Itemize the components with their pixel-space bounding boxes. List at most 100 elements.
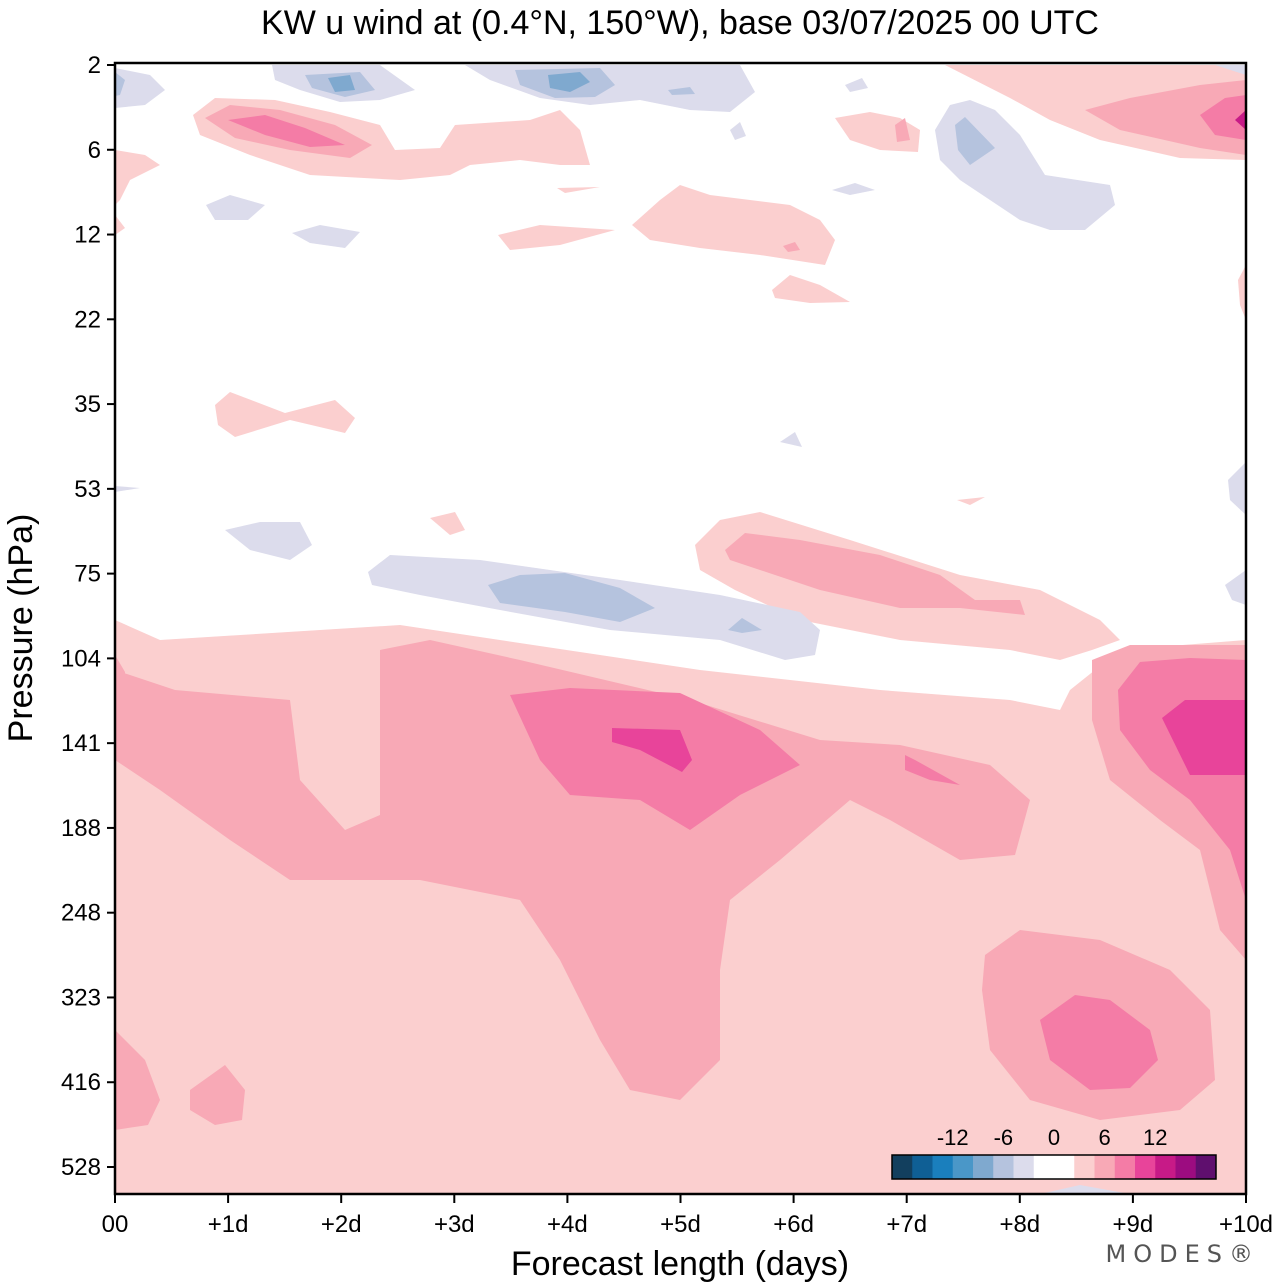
contour-jet-max-day4 [612, 728, 692, 772]
contour-left-edge [115, 655, 125, 695]
contour-easterly-75hPa-small [728, 618, 762, 633]
contour-easterly-right-edge-2 [1225, 570, 1246, 605]
colorbar-swatch [952, 1155, 974, 1179]
contour-strat-east-small-5d [668, 87, 695, 95]
colorbar-swatch [1094, 1155, 1116, 1179]
colorbar-swatch [973, 1155, 994, 1179]
x-tick-label: 00 [102, 1211, 129, 1238]
contour-easterly-right-edge [1228, 462, 1246, 515]
x-tick-label: +3d [434, 1211, 475, 1238]
x-tick-label: +5d [660, 1211, 701, 1238]
y-axis: 2 6 12 22 35 53 75 104 141 188 248 323 416 528 [61, 52, 115, 1181]
x-tick-label: +2d [321, 1211, 362, 1238]
contour-strat-west-right-core [1235, 110, 1246, 130]
contour-strat-west-3 [632, 185, 835, 265]
contour-strat-east-10hPa-a [206, 195, 265, 220]
x-tick-label: +4d [547, 1211, 588, 1238]
colorbar-swatch [892, 1155, 913, 1179]
y-tick-label: 2 [88, 52, 101, 79]
y-tick-label: 104 [61, 645, 101, 672]
y-tick-label: 12 [74, 222, 101, 249]
contour-easterly-small-53 [115, 486, 140, 492]
contour-strat-east-small-1 [845, 78, 868, 92]
contour-strat-west-right-edge [1238, 265, 1246, 320]
contour-strat-west-right-inner [1085, 80, 1246, 155]
contour-strat-east-2d-core [328, 75, 355, 92]
colorbar-swatch [1074, 1155, 1095, 1179]
contour-lower-left [115, 1030, 160, 1130]
y-tick-label: 75 [74, 561, 101, 588]
y-tick-label: 22 [74, 306, 101, 333]
contour-strat-west-5 [557, 187, 600, 193]
x-axis-label: Forecast length (days) [511, 1245, 849, 1283]
y-tick-label: 528 [61, 1154, 101, 1181]
colorbar-label: 12 [1143, 1125, 1167, 1150]
colorbar-swatch [1033, 1155, 1055, 1179]
contour-westerly-band [115, 640, 1030, 1100]
contour-strat-west-2 [498, 225, 615, 250]
colorbar-swatch [1114, 1155, 1136, 1179]
y-tick-label: 53 [74, 476, 101, 503]
x-tick-label: +9d [1113, 1211, 1154, 1238]
contour-jet-small-day7 [905, 755, 960, 785]
y-axis-label: Pressure (hPa) [2, 514, 40, 743]
colorbar-label: 0 [1048, 1125, 1060, 1150]
contour-field [115, 63, 1246, 1194]
y-tick-label: 248 [61, 900, 101, 927]
y-tick-label: 35 [74, 391, 101, 418]
contour-strat-west-3-inner [783, 242, 800, 252]
contour-strat-east-small-4 [1215, 65, 1246, 75]
colorbar: -12 -6 0 6 12 [891, 1125, 1217, 1180]
contour-strat-west-4 [772, 275, 850, 303]
colorbar-swatch [912, 1155, 933, 1179]
contour-strat-east-4d-core [548, 72, 590, 92]
colorbar-swatch [932, 1155, 954, 1179]
contour-easterly-75hPa-inner [488, 573, 655, 622]
contour-strat-west-left [115, 150, 160, 205]
contour-strat-west-day1-max [228, 115, 345, 147]
contour-easterly-60hPa [225, 522, 312, 560]
contour-strat-west-right-max [1200, 95, 1246, 140]
colorbar-swatch [1175, 1155, 1197, 1179]
x-tick-label: +1d [208, 1211, 249, 1238]
contour-strat-west-mid-inner [895, 118, 910, 142]
contour-jet-core-day4 [510, 688, 800, 830]
colorbar-swatch [993, 1155, 1014, 1179]
colorbar-swatch [1155, 1155, 1176, 1179]
contour-westerly-75hPa-inner [725, 533, 1025, 615]
y-tick-label: 141 [61, 730, 101, 757]
modes-brand: MODES® [1105, 1240, 1260, 1268]
contour-strat-east-10hPa-b [292, 225, 360, 248]
contour-jet-day10-max [1162, 700, 1246, 775]
contour-strat-east-small-2 [730, 122, 746, 140]
y-tick-label: 188 [61, 815, 101, 842]
y-tick-label: 416 [61, 1069, 101, 1096]
y-tick-label: 6 [88, 137, 101, 164]
x-tick-label: +7d [886, 1211, 927, 1238]
colorbar-swatch [1054, 1155, 1075, 1179]
contour-strat-west-mid [835, 112, 920, 152]
colorbar-label: -12 [937, 1125, 969, 1150]
contour-easterly-small-40 [780, 432, 802, 447]
x-tick-label: +8d [999, 1211, 1040, 1238]
colorbar-frame [891, 1154, 1217, 1180]
contour-westerly-35hPa [215, 392, 355, 437]
colorbar-label: -6 [994, 1125, 1014, 1150]
y-tick-label: 323 [61, 984, 101, 1011]
x-tick-label: +10d [1219, 1211, 1273, 1238]
contour-strat-east-left [115, 68, 165, 108]
x-axis: 00 +1d +2d +3d +4d +5d +6d +7d +8d +9d +10d [102, 1194, 1273, 1238]
x-tick-label: +6d [773, 1211, 814, 1238]
colorbar-swatch [1013, 1155, 1035, 1179]
contour-strat-east-small-3 [832, 183, 875, 195]
contour-mid-tropo-day8-max [1040, 995, 1158, 1090]
contour-strat-east-8d-inner [955, 117, 995, 165]
contour-strat-west-left-2 [115, 215, 125, 235]
colorbar-swatch [1135, 1155, 1156, 1179]
colorbar-label: 6 [1099, 1125, 1111, 1150]
contour-westerly-small-55 [430, 512, 465, 535]
contour-strat-east-left-inner [115, 72, 125, 96]
chart-title: KW u wind at (0.4°N, 150°W), base 03/07/… [261, 4, 1099, 42]
contour-lower-left-2 [190, 1065, 245, 1125]
